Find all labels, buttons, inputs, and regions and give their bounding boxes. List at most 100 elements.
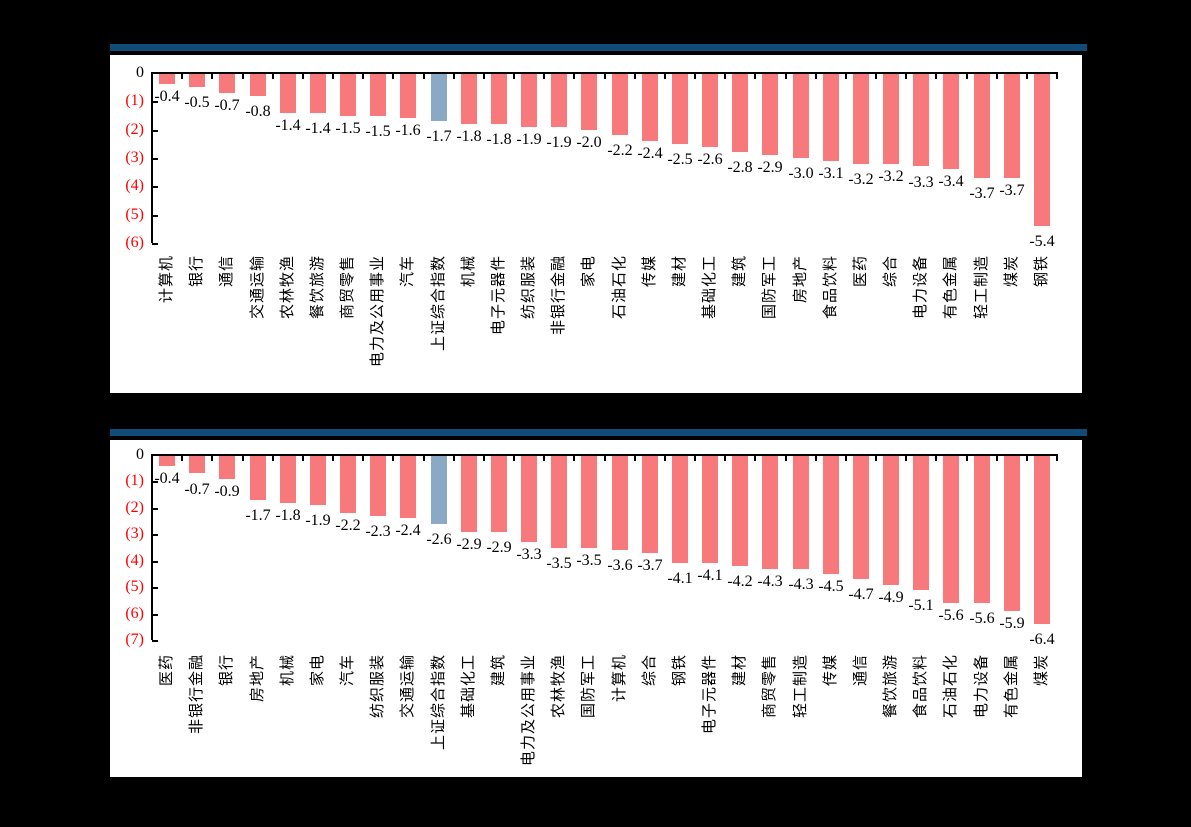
x-axis-tick xyxy=(845,73,847,79)
x-axis-tick xyxy=(543,455,545,461)
chart-bottom-border-line xyxy=(110,429,1087,436)
category-label: 农林牧渔 xyxy=(551,654,567,719)
y-axis-tick xyxy=(152,534,158,536)
value-label: -6.4 xyxy=(1029,631,1055,648)
category-label: 有色金属 xyxy=(943,255,959,320)
x-axis-tick xyxy=(664,455,666,461)
value-label: -0.7 xyxy=(214,97,240,114)
category-label: 建材 xyxy=(732,654,748,687)
bar xyxy=(943,456,959,603)
bar xyxy=(853,74,869,164)
value-label: -4.3 xyxy=(757,573,783,590)
y-tick-label: (1) xyxy=(125,92,144,109)
value-label: -1.4 xyxy=(305,120,331,137)
x-axis-tick xyxy=(272,455,274,461)
value-label: -3.1 xyxy=(818,165,844,182)
bar xyxy=(340,74,356,116)
category-label: 电力及公用事业 xyxy=(521,654,537,767)
bar xyxy=(793,456,809,569)
value-label: -1.5 xyxy=(335,120,361,137)
value-label: -4.9 xyxy=(878,589,904,606)
y-axis-tick xyxy=(152,508,158,510)
category-label: 电力及公用事业 xyxy=(370,255,386,368)
bar xyxy=(189,74,205,87)
category-label: 煤炭 xyxy=(1034,654,1050,687)
y-tick-label: (5) xyxy=(125,206,144,223)
bar xyxy=(551,456,567,548)
bar xyxy=(370,74,386,116)
y-tick-label: 0 xyxy=(136,64,144,81)
x-axis-tick xyxy=(1056,73,1058,79)
category-label: 医药 xyxy=(159,654,175,687)
category-label: 交通运输 xyxy=(400,654,416,719)
value-label: -3.7 xyxy=(637,557,663,574)
category-label: 纺织服装 xyxy=(370,654,386,719)
bar xyxy=(732,456,748,566)
value-label: -1.8 xyxy=(486,131,512,148)
value-label: -2.0 xyxy=(576,134,602,151)
category-label: 石油石化 xyxy=(612,255,628,320)
x-axis-tick xyxy=(694,73,696,79)
value-label: -4.1 xyxy=(697,567,723,584)
x-axis-tick xyxy=(754,455,756,461)
bar xyxy=(913,74,929,166)
category-label: 汽车 xyxy=(340,654,356,687)
category-label: 房地产 xyxy=(793,255,809,304)
bar xyxy=(823,74,839,161)
x-axis-tick xyxy=(573,73,575,79)
bar xyxy=(762,74,778,155)
bar xyxy=(310,74,326,113)
value-label: -3.3 xyxy=(516,546,542,563)
x-axis-tick xyxy=(815,73,817,79)
x-axis-tick xyxy=(875,73,877,79)
category-label: 国防军工 xyxy=(762,255,778,320)
bar xyxy=(461,74,477,124)
value-label: -4.1 xyxy=(667,570,693,587)
category-label: 商贸零售 xyxy=(762,654,778,719)
category-label: 商贸零售 xyxy=(340,255,356,320)
value-label: -1.4 xyxy=(275,117,301,134)
category-label: 非银行金融 xyxy=(189,654,205,735)
bar xyxy=(400,74,416,118)
bar xyxy=(883,74,899,164)
value-label: -4.7 xyxy=(848,586,874,603)
value-label: -4.3 xyxy=(788,576,814,593)
x-axis-tick xyxy=(362,73,364,79)
bar xyxy=(702,74,718,147)
x-axis-tick xyxy=(362,455,364,461)
category-label: 电子元器件 xyxy=(491,255,507,336)
bar xyxy=(642,74,658,141)
bar xyxy=(612,456,628,550)
value-label: -1.9 xyxy=(516,131,542,148)
category-label: 交通运输 xyxy=(250,255,266,320)
value-label: -1.8 xyxy=(456,128,482,145)
bar-highlight-index xyxy=(431,456,447,524)
bar xyxy=(551,74,567,127)
x-axis-tick xyxy=(845,455,847,461)
category-label: 建筑 xyxy=(491,654,507,687)
bar xyxy=(1034,456,1050,624)
value-label: -5.6 xyxy=(938,607,964,624)
category-label: 机械 xyxy=(461,255,477,288)
category-label: 钢铁 xyxy=(1034,255,1050,288)
x-axis-tick xyxy=(151,73,153,79)
value-label: -1.9 xyxy=(546,134,572,151)
x-axis-tick xyxy=(996,73,998,79)
x-axis-tick xyxy=(1026,73,1028,79)
value-label: -1.7 xyxy=(245,507,271,524)
value-label: -2.9 xyxy=(757,159,783,176)
category-label: 餐饮旅游 xyxy=(310,255,326,320)
category-label: 有色金属 xyxy=(1004,654,1020,719)
bar xyxy=(702,456,718,563)
value-label: -2.6 xyxy=(426,531,452,548)
bar xyxy=(280,74,296,113)
bar xyxy=(219,74,235,93)
category-label: 建材 xyxy=(672,255,688,288)
value-label: -5.6 xyxy=(969,610,995,627)
value-label: -3.6 xyxy=(607,557,633,574)
bar xyxy=(853,456,869,579)
x-axis-tick xyxy=(664,73,666,79)
x-axis-tick xyxy=(966,73,968,79)
category-label: 纺织服装 xyxy=(521,255,537,320)
